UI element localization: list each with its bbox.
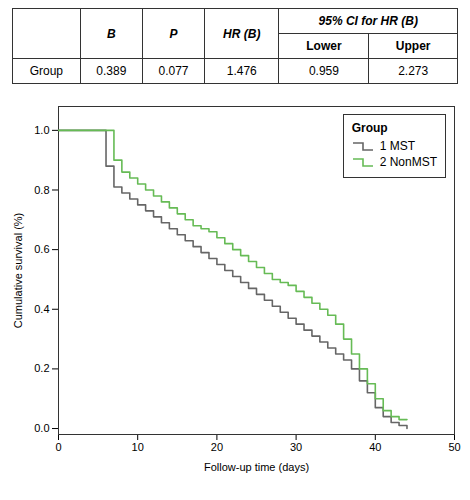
html-text:0.959: 0.959 bbox=[308, 64, 339, 78]
svg-text:0.0: 0.0 bbox=[34, 422, 49, 434]
html-text:1 MST: 1 MST bbox=[379, 139, 415, 153]
svg-text:0: 0 bbox=[55, 441, 61, 453]
html-text:1.476: 1.476 bbox=[226, 64, 257, 78]
html-text:HR (B): HR (B) bbox=[223, 26, 261, 41]
svg-text:50: 50 bbox=[448, 441, 460, 453]
html-text:95% CI for HR (B): 95% CI for HR (B) bbox=[318, 14, 418, 28]
svg-text:20: 20 bbox=[211, 441, 223, 453]
html-text:Group: Group bbox=[29, 64, 63, 78]
svg-text:0.6: 0.6 bbox=[34, 243, 49, 255]
svg-text:0.4: 0.4 bbox=[34, 303, 49, 315]
svg-text:10: 10 bbox=[132, 441, 144, 453]
html-text:0.077: 0.077 bbox=[158, 64, 189, 78]
svg-text:Follow-up time (days): Follow-up time (days) bbox=[204, 461, 309, 473]
html-text:Lower: Lower bbox=[306, 39, 342, 53]
html-text:Group: Group bbox=[351, 121, 388, 135]
html-text:2 NonMST: 2 NonMST bbox=[379, 155, 437, 169]
html-text:0.389: 0.389 bbox=[96, 64, 127, 78]
svg-text:40: 40 bbox=[369, 441, 381, 453]
html-text:Upper: Upper bbox=[395, 39, 431, 53]
svg-text:1.0: 1.0 bbox=[34, 124, 49, 136]
svg-text:Cumulative survival (%): Cumulative survival (%) bbox=[12, 213, 24, 329]
html-text:2.273: 2.273 bbox=[398, 64, 429, 78]
html-text:B: B bbox=[107, 26, 116, 41]
html-text:P: P bbox=[169, 26, 178, 41]
svg-text:30: 30 bbox=[290, 441, 302, 453]
svg-text:0.2: 0.2 bbox=[34, 362, 49, 374]
svg-text:0.8: 0.8 bbox=[34, 184, 49, 196]
